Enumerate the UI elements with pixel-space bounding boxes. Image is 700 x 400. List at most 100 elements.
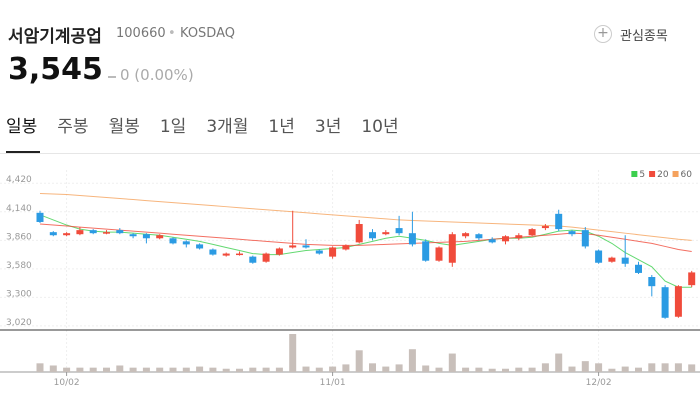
candle-body bbox=[275, 248, 283, 255]
candle-body bbox=[661, 287, 669, 318]
tab[interactable]: 10년 bbox=[361, 117, 399, 137]
tab[interactable]: 3개월 bbox=[206, 117, 249, 137]
candle-body bbox=[129, 234, 137, 237]
candle-body bbox=[355, 224, 363, 243]
volume-bar bbox=[249, 367, 257, 372]
separator-dot: • bbox=[168, 26, 176, 41]
watch-button[interactable]: 관심종목 bbox=[620, 29, 668, 44]
volume-bar bbox=[315, 367, 323, 372]
candle-body bbox=[76, 230, 84, 235]
chart: 3,020 3,300 3,580 3,860 4,140 4,420 10/02 11/01… bbox=[0, 170, 700, 388]
candle-body bbox=[63, 233, 71, 236]
candle-body bbox=[196, 244, 204, 249]
volume-bar bbox=[475, 367, 483, 372]
legend-label: 5 bbox=[639, 170, 645, 180]
candle-body bbox=[369, 232, 376, 239]
legend-swatch bbox=[672, 171, 679, 177]
candle-body bbox=[502, 236, 509, 242]
volume-bar bbox=[262, 367, 270, 372]
legend-label: 20 bbox=[657, 170, 669, 180]
candle-body bbox=[236, 253, 243, 256]
candle-body bbox=[408, 233, 416, 245]
volume-bar bbox=[129, 367, 137, 372]
ma-line bbox=[39, 192, 692, 241]
tab[interactable]: 일봉 bbox=[6, 117, 38, 137]
ma-line bbox=[39, 223, 692, 253]
candle-body bbox=[475, 234, 483, 239]
volume-bar bbox=[302, 366, 310, 372]
period-tabs: 일봉 주봉 월봉 1일 3개월 1년 3년 10년 bbox=[0, 112, 413, 152]
volume-bar bbox=[156, 367, 164, 372]
candle-body bbox=[568, 231, 576, 235]
volume-bar bbox=[595, 363, 603, 372]
candle-body bbox=[342, 245, 350, 250]
candle-body bbox=[382, 232, 390, 235]
volume-bar bbox=[329, 366, 337, 372]
x-tick-label: 11/01 bbox=[320, 378, 346, 388]
candle-body bbox=[89, 230, 97, 234]
volume-bar bbox=[196, 366, 204, 372]
tab[interactable]: 1일 bbox=[159, 117, 187, 137]
volume-bar bbox=[369, 363, 376, 372]
y-tick-label: 3,580 bbox=[6, 261, 32, 271]
candle-body bbox=[142, 234, 150, 239]
candle-body bbox=[648, 277, 656, 287]
candle-body bbox=[541, 226, 549, 229]
tab-underline bbox=[6, 151, 40, 153]
y-tick-label: 4,420 bbox=[6, 175, 32, 185]
volume-bar bbox=[289, 334, 297, 372]
x-tick-label: 10/02 bbox=[54, 378, 80, 388]
y-tick-label: 3,020 bbox=[6, 318, 32, 328]
legend-label: 60 bbox=[681, 170, 693, 180]
volume-bar bbox=[103, 367, 110, 372]
volume-bar bbox=[502, 368, 509, 372]
candle-body bbox=[435, 247, 443, 261]
candle-body bbox=[289, 245, 297, 248]
volume-bar bbox=[581, 361, 589, 372]
volume-bar bbox=[608, 368, 616, 372]
candle-body bbox=[621, 257, 629, 264]
stock-code: 100660 bbox=[116, 26, 166, 41]
volume-bar bbox=[342, 364, 350, 372]
volume-bar bbox=[648, 363, 656, 372]
candle-body bbox=[555, 213, 563, 230]
candle-body bbox=[488, 239, 496, 243]
y-tick-label: 3,860 bbox=[6, 232, 32, 242]
volume-bar bbox=[76, 367, 84, 372]
volume-bar bbox=[355, 350, 363, 372]
candle-body bbox=[103, 232, 110, 234]
volume-bar bbox=[621, 366, 629, 372]
candle-body bbox=[209, 249, 217, 255]
tab[interactable]: 1년 bbox=[268, 117, 295, 137]
candle-body bbox=[448, 234, 456, 263]
candle-body bbox=[688, 272, 696, 286]
candle-body bbox=[49, 232, 57, 236]
volume-bar bbox=[169, 367, 177, 372]
volume-bar bbox=[275, 367, 283, 372]
candle-body bbox=[674, 286, 682, 317]
candle-body bbox=[595, 250, 603, 263]
volume-bar bbox=[209, 367, 217, 372]
candle-body bbox=[581, 230, 589, 247]
candle-body bbox=[515, 235, 523, 239]
candle-body bbox=[635, 264, 642, 273]
divider bbox=[0, 153, 700, 154]
volume-bar bbox=[63, 367, 71, 372]
volume-bar bbox=[382, 366, 390, 372]
tab[interactable]: 3년 bbox=[314, 117, 342, 137]
volume-bar bbox=[661, 363, 669, 372]
candle-body bbox=[182, 241, 190, 245]
flat-icon bbox=[108, 76, 116, 78]
volume-bar bbox=[635, 367, 642, 372]
tab[interactable]: 주봉 bbox=[57, 117, 89, 137]
tab[interactable]: 월봉 bbox=[108, 117, 140, 137]
volume-bar bbox=[488, 368, 496, 372]
volume-bar bbox=[182, 367, 190, 372]
volume-bar bbox=[528, 367, 536, 372]
volume-bar bbox=[422, 365, 430, 372]
price-change: 0 (0.00%) bbox=[120, 66, 194, 84]
watch-icon[interactable]: + bbox=[594, 25, 612, 43]
candle-body bbox=[462, 233, 470, 237]
candle-body bbox=[156, 235, 164, 239]
